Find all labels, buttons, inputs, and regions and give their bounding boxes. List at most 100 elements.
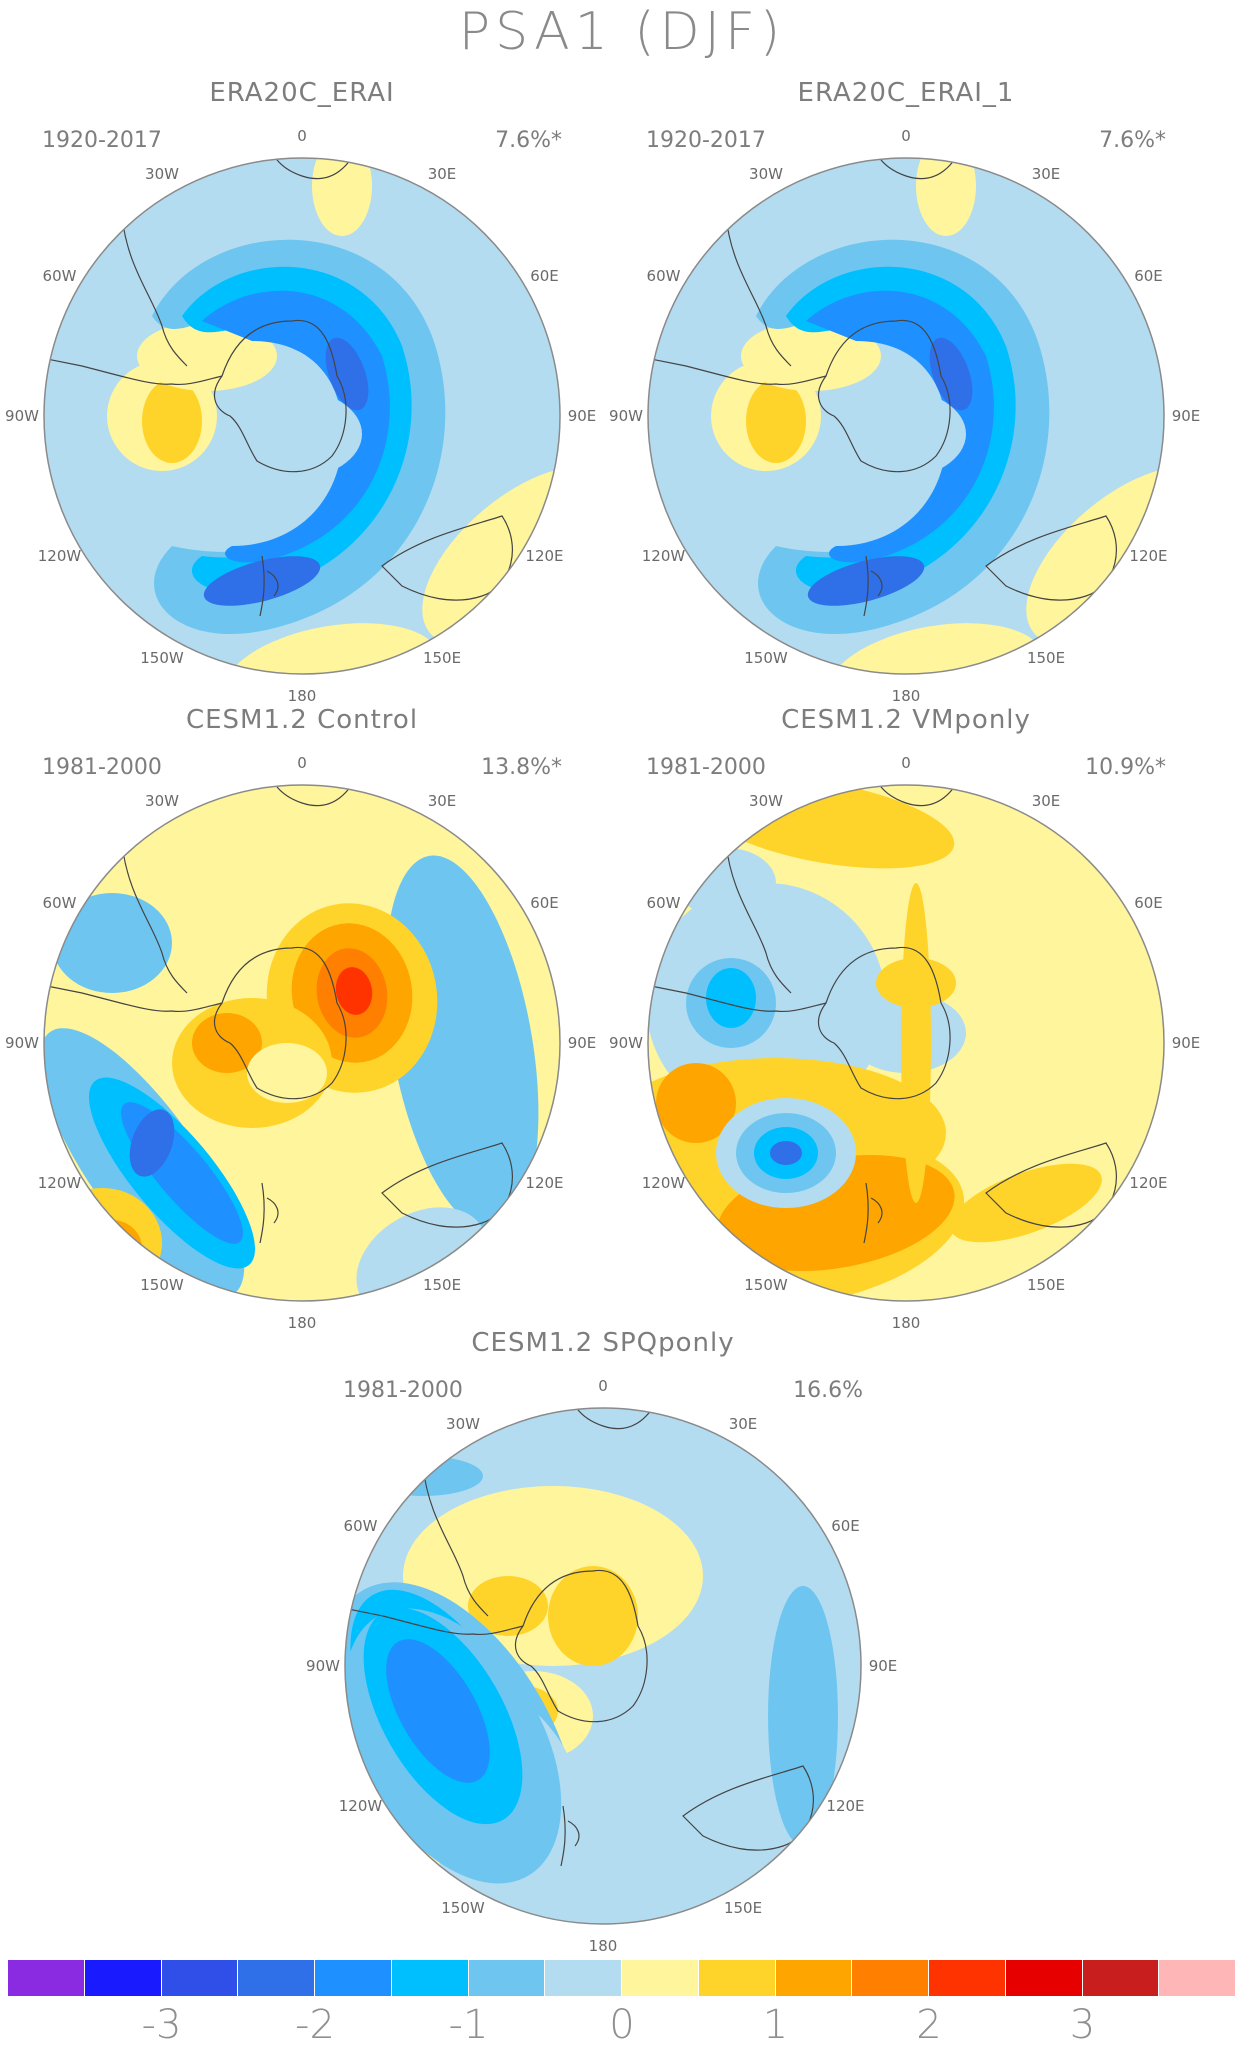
longitude-label: 90E	[1171, 407, 1201, 425]
colorbar-swatch	[929, 1960, 1006, 1996]
period-label: 1981-2000	[646, 755, 766, 780]
colorbar-swatch	[852, 1960, 929, 1996]
colorbar-swatch	[161, 1960, 239, 1996]
colorbar-swatch	[775, 1960, 853, 1996]
polar-map	[647, 157, 1165, 675]
longitude-label: 120E	[1129, 1174, 1168, 1192]
longitude-label: 120W	[37, 1174, 82, 1192]
longitude-label: 150E	[422, 1276, 462, 1295]
colorbar-swatch	[1082, 1960, 1160, 1996]
panel-title: CESM1.2 Control	[185, 705, 419, 735]
map-panel: CESM1.2 SPQponly 1981-2000 16.6% 0 30E 60E 9…	[303, 1328, 903, 1955]
longitude-label: 150E	[1026, 1276, 1066, 1295]
longitude-label: 60W	[42, 267, 77, 285]
longitude-label: 150W	[140, 649, 184, 668]
longitude-label: 30W	[749, 164, 783, 183]
longitude-label: 30W	[749, 791, 783, 810]
longitude-label: 90W	[609, 1034, 643, 1052]
colorbar-tick-label: 0	[609, 2002, 635, 2048]
longitude-label: 0	[901, 754, 911, 772]
colorbar-tick-label: 2	[916, 2002, 942, 2048]
longitude-label: 150W	[140, 1276, 184, 1295]
longitude-label: 120E	[1129, 547, 1168, 565]
polar-map	[43, 784, 561, 1302]
longitude-label: 60E	[1134, 267, 1163, 285]
longitude-label: 30W	[145, 791, 179, 810]
longitude-label: 90W	[306, 1657, 340, 1675]
polar-map	[43, 157, 561, 675]
colorbar	[8, 1960, 1236, 1996]
longitude-label: 60E	[831, 1517, 860, 1535]
longitude-label: 60W	[343, 1517, 378, 1535]
longitude-label: 180	[287, 1314, 317, 1332]
longitude-label: 180	[287, 687, 317, 705]
colorbar-swatch	[391, 1960, 469, 1996]
colorbar-swatch	[545, 1960, 622, 1996]
longitude-label: 0	[598, 1377, 608, 1395]
period-label: 1981-2000	[42, 755, 162, 780]
longitude-label: 150E	[723, 1899, 763, 1918]
polar-map	[647, 784, 1165, 1302]
longitude-label: 120W	[37, 547, 82, 565]
variance-label: 7.6%*	[495, 128, 562, 153]
longitude-label: 30E	[427, 164, 457, 183]
longitude-label: 120W	[338, 1797, 383, 1815]
variance-label: 13.8%*	[481, 755, 562, 780]
variance-label: 10.9%*	[1085, 755, 1166, 780]
longitude-label: 180	[891, 1314, 921, 1332]
longitude-label: 90W	[5, 407, 39, 425]
longitude-label: 30E	[1031, 164, 1061, 183]
longitude-label: 120W	[641, 1174, 686, 1192]
longitude-label: 0	[901, 127, 911, 145]
longitude-label: 120E	[525, 1174, 564, 1192]
longitude-label: 60E	[530, 267, 559, 285]
colorbar-swatch	[698, 1960, 776, 1996]
longitude-label: 30E	[427, 791, 457, 810]
panel-title: ERA20C_ERAI_1	[797, 78, 1015, 108]
polar-map	[344, 1407, 862, 1925]
colorbar-swatch	[238, 1960, 315, 1996]
longitude-label: 30E	[728, 1414, 758, 1433]
map-panel: ERA20C_ERAI_1 1920-2017 7.6%* 0 30E 60E 90E 1…	[606, 78, 1206, 705]
map-panel: CESM1.2 Control 1981-2000 13.8%* 0 30E 60E 9…	[2, 705, 602, 1332]
period-label: 1920-2017	[646, 128, 766, 153]
longitude-label: 150E	[1026, 649, 1066, 668]
longitude-label: 30E	[1031, 791, 1061, 810]
map-panel: ERA20C_ERAI 1920-2017 7.6%* 0 30E 60E 90E 120…	[2, 78, 602, 705]
longitude-label: 90E	[567, 1034, 597, 1052]
longitude-label: 90E	[1171, 1034, 1201, 1052]
variance-label: 7.6%*	[1099, 128, 1166, 153]
longitude-label: 120E	[525, 547, 564, 565]
longitude-label: 60E	[1134, 894, 1163, 912]
figure-title: PSA1 (DJF)	[458, 2, 786, 62]
period-label: 1981-2000	[343, 1378, 463, 1403]
longitude-label: 180	[588, 1937, 618, 1955]
colorbar-tick-label: 3	[1069, 2002, 1096, 2048]
longitude-label: 120E	[826, 1797, 865, 1815]
panel-title: CESM1.2 VMponly	[781, 705, 1031, 735]
longitude-label: 90W	[609, 407, 643, 425]
panel-title: CESM1.2 SPQponly	[471, 1328, 735, 1358]
colorbar-swatch	[1159, 1960, 1236, 1996]
map-panel: CESM1.2 VMponly 1981-2000 10.9%* 0 30E 60E 9…	[606, 705, 1206, 1332]
longitude-label: 150W	[744, 649, 788, 668]
colorbar-tick-label: -3	[141, 2002, 182, 2048]
longitude-label: 150W	[441, 1899, 485, 1918]
longitude-label: 90E	[567, 407, 597, 425]
longitude-label: 60W	[42, 894, 77, 912]
colorbar-swatch	[1005, 1960, 1083, 1996]
colorbar-swatch	[84, 1960, 162, 1996]
longitude-label: 150W	[744, 1276, 788, 1295]
longitude-label: 30W	[145, 164, 179, 183]
longitude-label: 150E	[422, 649, 462, 668]
longitude-label: 30W	[446, 1414, 480, 1433]
variance-label: 16.6%	[793, 1378, 863, 1403]
panel-title: ERA20C_ERAI	[209, 78, 395, 108]
colorbar-tick-label: 1	[762, 2002, 789, 2048]
colorbar-tick-label: -1	[448, 2002, 489, 2048]
longitude-label: 60W	[646, 267, 681, 285]
longitude-label: 60W	[646, 894, 681, 912]
longitude-label: 60E	[530, 894, 559, 912]
colorbar-swatch	[468, 1960, 546, 1996]
longitude-label: 90E	[868, 1657, 898, 1675]
